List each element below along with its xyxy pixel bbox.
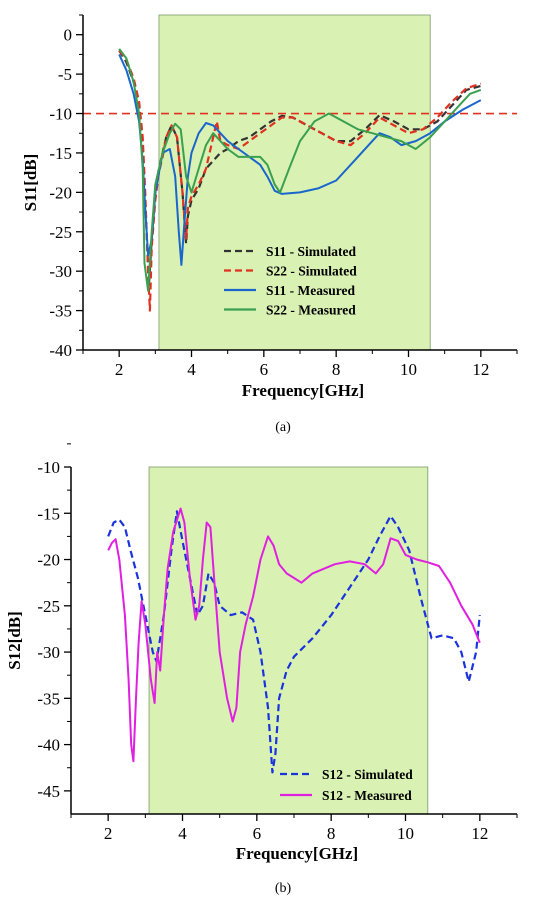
y-tick-label: -35 (37, 689, 60, 708)
legend-label-1: S12 - Measured (322, 788, 412, 803)
y-axis-title: S11[dB] (21, 154, 40, 212)
y-tick-label: -15 (37, 504, 60, 523)
y-tick-label: -40 (49, 341, 72, 360)
legend-label-3: S22 - Measured (266, 303, 356, 318)
uwb-band-shade (148, 466, 429, 815)
y-tick-label: -45 (37, 782, 60, 801)
legend-label-1: S22 - Simulated (266, 264, 357, 279)
x-tick-label: 8 (327, 824, 336, 843)
y-tick-label: -40 (37, 736, 60, 755)
x-tick-label: 12 (471, 824, 488, 843)
y-tick-label: -30 (49, 262, 72, 281)
series-line-3 (118, 48, 482, 292)
x-tick-label: 10 (397, 824, 414, 843)
x-tick-label: 10 (400, 360, 417, 379)
legend-label-0: S12 - Simulated (322, 767, 413, 782)
series-line-0 (107, 510, 481, 774)
panel-caption: (b) (275, 881, 292, 896)
panel-a-s11-chart: 2 4 6 8 10 12 0 -5 -10 -15 -20 -25 -30 -35 -40 Frequenc… (21, 14, 518, 435)
legend-label-0: S11 - Simulated (266, 244, 357, 259)
x-tick-label: 12 (472, 360, 489, 379)
x-axis-title: Frequency[GHz] (242, 381, 364, 400)
x-tick-label: 4 (187, 360, 196, 379)
y-tick-label: -10 (49, 105, 72, 124)
series-line-1 (118, 49, 482, 312)
x-tick-label: 6 (260, 360, 269, 379)
legend-label-2: S11 - Measured (266, 283, 355, 298)
y-tick-label: 0 (64, 26, 73, 45)
x-tick-label: 8 (332, 360, 341, 379)
y-tick-label: -35 (49, 302, 72, 321)
y-tick-label: -25 (49, 223, 72, 242)
y-tick-label: -20 (37, 551, 60, 570)
panel-b-s12-chart: 2 4 6 8 10 12 -10 -15 -20 -25 -30 -35 -40 -45 Frequenc… (5, 443, 518, 896)
x-tick-label: 2 (104, 824, 113, 843)
x-tick-label: 2 (115, 360, 124, 379)
y-tick-label: -25 (37, 597, 60, 616)
y-tick-label: -15 (49, 144, 72, 163)
y-tick-label: -20 (49, 183, 72, 202)
y-tick-label: -5 (58, 65, 72, 84)
uwb-band-shade (158, 14, 431, 351)
series-line-1 (107, 507, 481, 763)
panel-caption: (a) (275, 420, 291, 435)
y-tick-label: -10 (37, 458, 60, 477)
x-axis-title: Frequency[GHz] (236, 844, 358, 863)
x-tick-label: 4 (178, 824, 187, 843)
y-tick-label: -30 (37, 643, 60, 662)
x-tick-label: 6 (253, 824, 262, 843)
y-axis-title: S12[dB] (5, 611, 24, 670)
